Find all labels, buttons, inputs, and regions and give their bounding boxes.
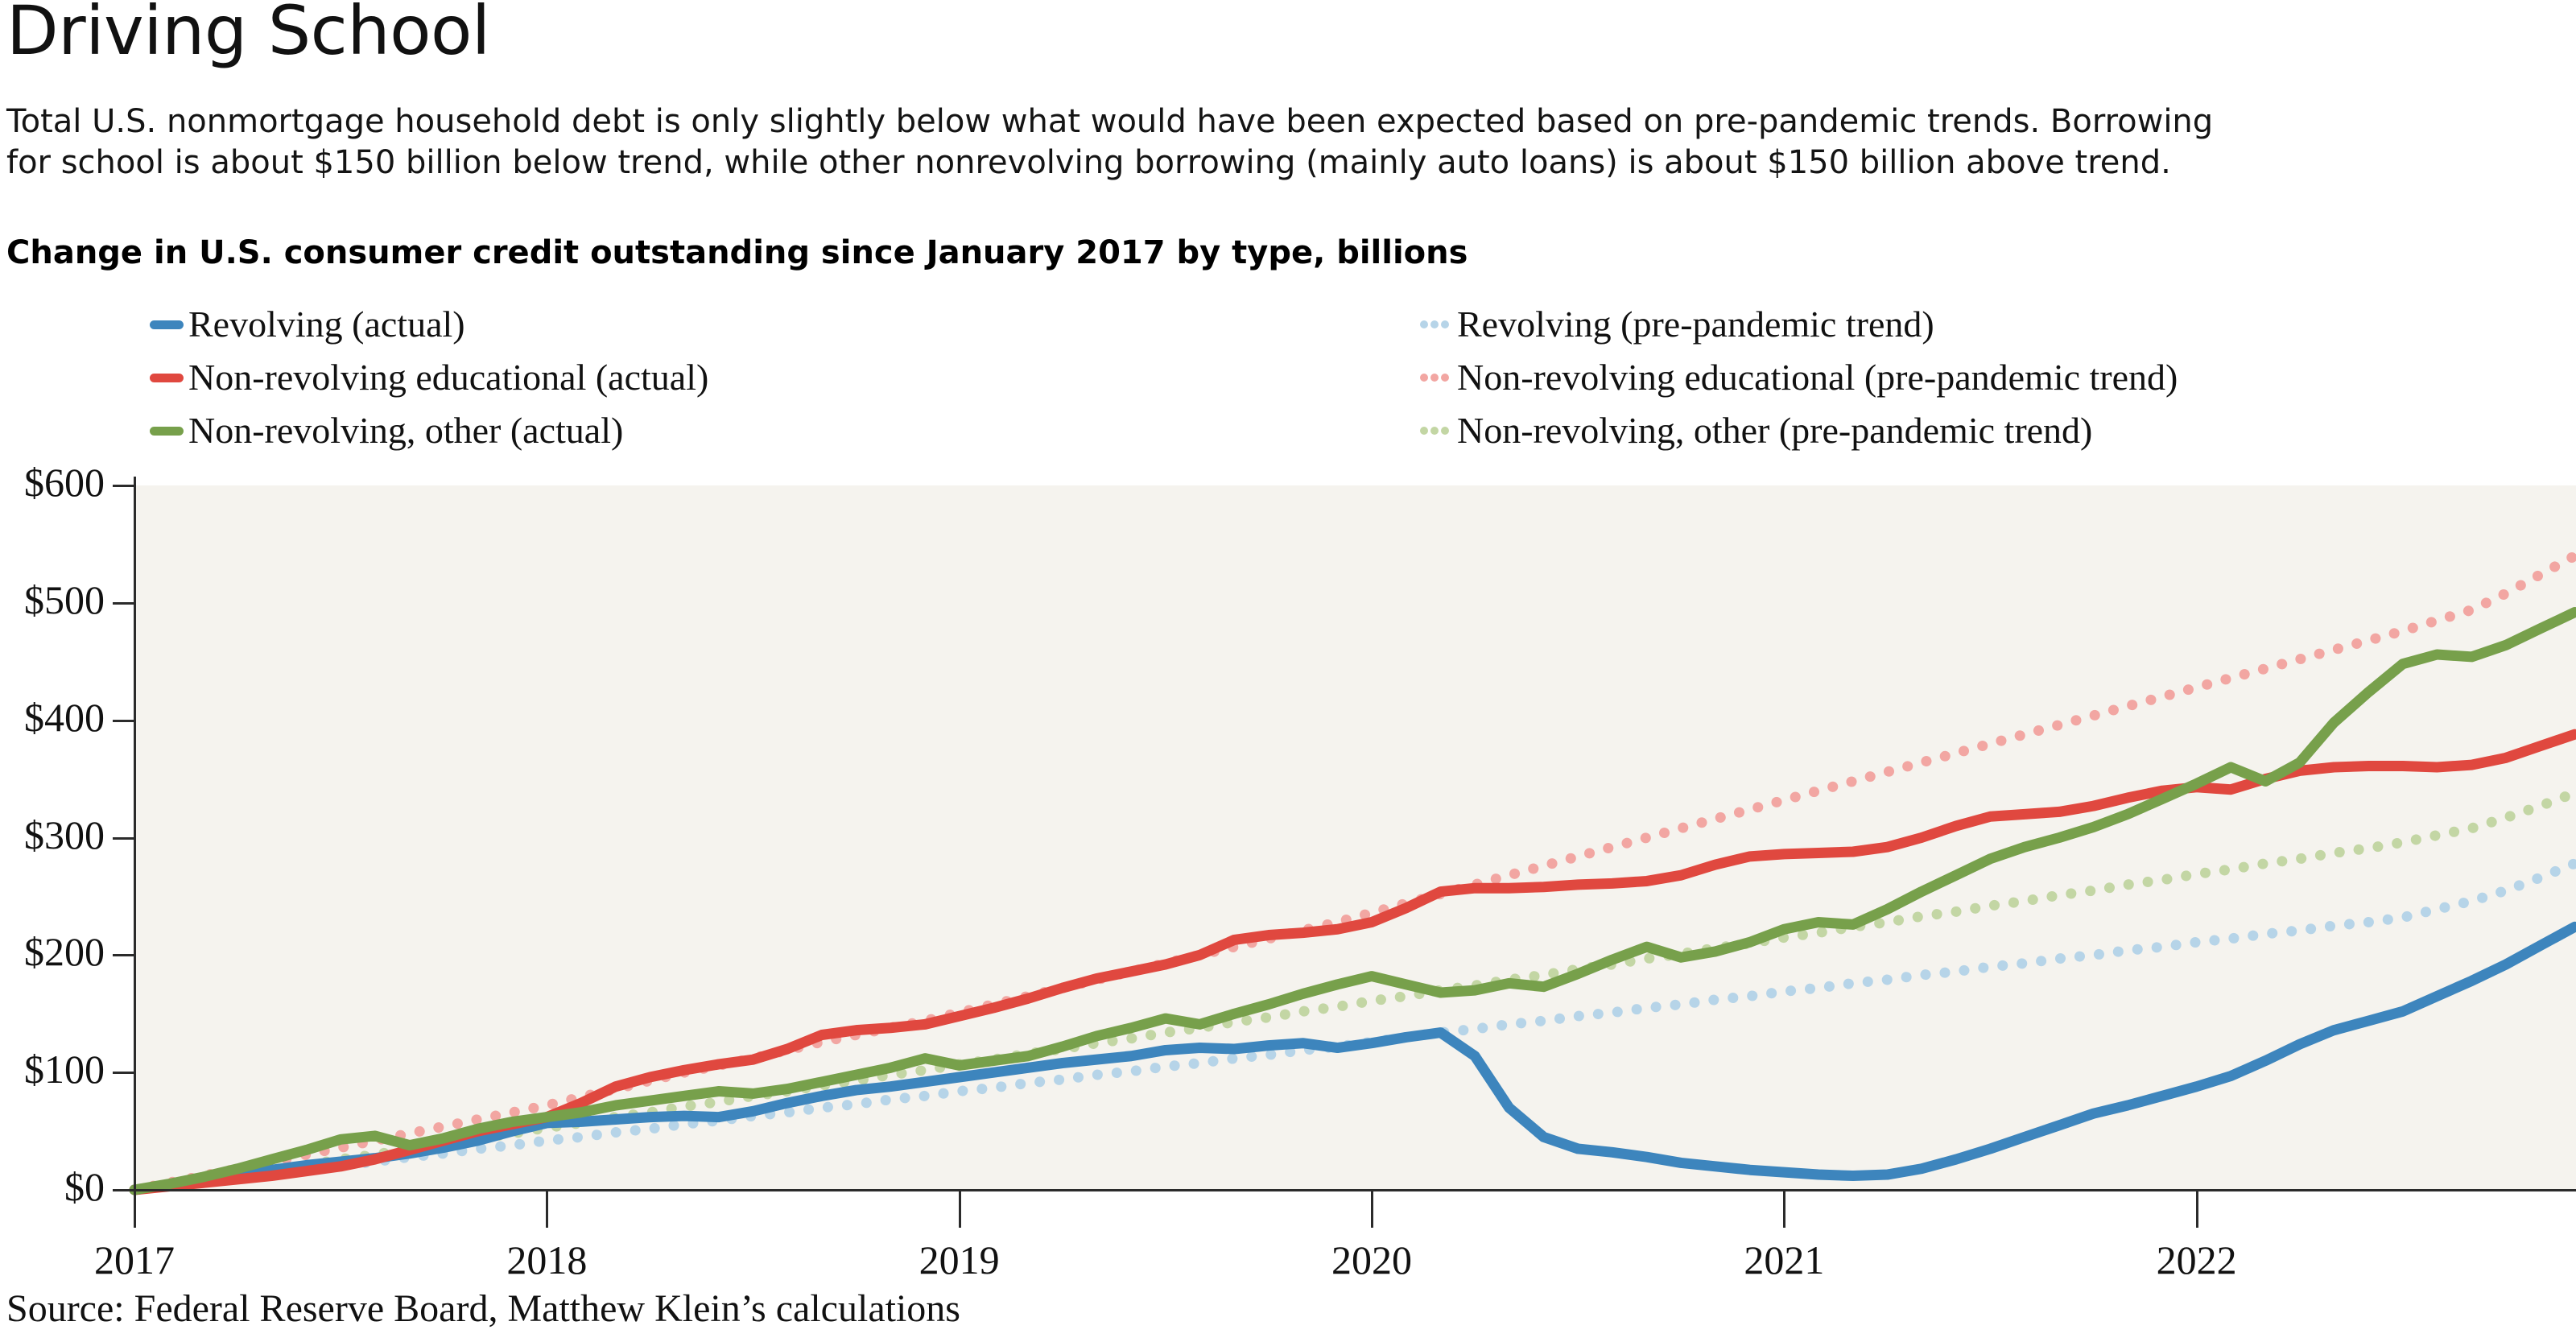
legend-label: Revolving (actual)	[188, 304, 465, 345]
legend-item[interactable]: Non-revolving, other (actual)	[150, 404, 708, 457]
legend-label: Non-revolving educational (pre-pandemic …	[1457, 357, 2178, 398]
legend-swatch-line-icon	[150, 320, 184, 329]
y-tick-label: $400	[24, 694, 105, 740]
chart-legend: Revolving (actual) Non-revolving educati…	[0, 298, 2576, 459]
x-tick-label: 2018	[506, 1237, 588, 1282]
x-axis-line	[134, 1189, 2576, 1191]
source-note: Source: Federal Reserve Board, Matthew K…	[6, 1287, 960, 1330]
y-tick-label: $200	[24, 929, 105, 975]
plot-background	[134, 485, 2576, 1190]
y-tick-label: $100	[24, 1047, 105, 1092]
legend-item[interactable]: Revolving (actual)	[150, 298, 708, 351]
legend-item[interactable]: Non-revolving educational (actual)	[150, 351, 708, 404]
x-tick	[134, 1191, 136, 1228]
x-tick-label: 2022	[2156, 1237, 2237, 1282]
page-title: Driving School	[6, 0, 490, 70]
legend-swatch-line-icon	[150, 426, 184, 436]
legend-swatch-dotted-icon	[1418, 320, 1452, 329]
legend-swatch-dotted-icon	[1418, 373, 1452, 382]
legend-item[interactable]: Non-revolving, other (pre-pandemic trend…	[1418, 404, 2178, 457]
y-tick	[113, 1072, 134, 1075]
legend-column-actual: Revolving (actual) Non-revolving educati…	[150, 298, 708, 457]
y-tick	[113, 836, 134, 840]
y-tick	[113, 954, 134, 957]
series-path	[129, 551, 2576, 1196]
legend-column-trend: Revolving (pre-pandemic trend) Non-revol…	[1418, 298, 2178, 457]
y-tick-label: $600	[24, 460, 105, 505]
x-tick	[1370, 1191, 1373, 1228]
subtitle-line-1: Total U.S. nonmortgage household debt is…	[6, 103, 2214, 140]
y-axis-line	[134, 477, 136, 1190]
series-path	[129, 607, 2576, 1196]
page-subtitle: Total U.S. nonmortgage household debt is…	[6, 101, 2574, 184]
y-tick-label: $500	[24, 576, 105, 622]
series-path	[129, 921, 2576, 1196]
x-tick	[2195, 1191, 2198, 1228]
x-tick	[958, 1191, 961, 1228]
legend-label: Non-revolving, other (pre-pandemic trend…	[1457, 410, 2093, 451]
x-tick-label: 2021	[1744, 1237, 1825, 1282]
series-path	[129, 858, 2576, 1196]
y-tick-label: $0	[64, 1164, 105, 1209]
legend-label: Revolving (pre-pandemic trend)	[1457, 304, 1934, 345]
x-tick-label: 2020	[1331, 1237, 1412, 1282]
x-tick-label: 2017	[94, 1237, 175, 1282]
x-tick-label: 2019	[919, 1237, 1000, 1282]
x-tick	[546, 1191, 549, 1228]
legend-swatch-dotted-icon	[1418, 426, 1452, 436]
y-tick-label: $300	[24, 811, 105, 857]
y-tick	[113, 601, 134, 605]
legend-label: Non-revolving, other (actual)	[188, 410, 624, 451]
y-tick	[113, 719, 134, 722]
legend-item[interactable]: Revolving (pre-pandemic trend)	[1418, 298, 2178, 351]
subtitle-line-2: for school is about $150 billion below t…	[6, 144, 2171, 181]
y-tick	[113, 1189, 134, 1191]
legend-label: Non-revolving educational (actual)	[188, 357, 709, 398]
legend-swatch-line-icon	[150, 373, 184, 382]
legend-item[interactable]: Non-revolving educational (pre-pandemic …	[1418, 351, 2178, 404]
x-tick	[1783, 1191, 1786, 1228]
chart-heading: Change in U.S. consumer credit outstandi…	[6, 234, 1468, 271]
y-tick	[113, 485, 134, 487]
